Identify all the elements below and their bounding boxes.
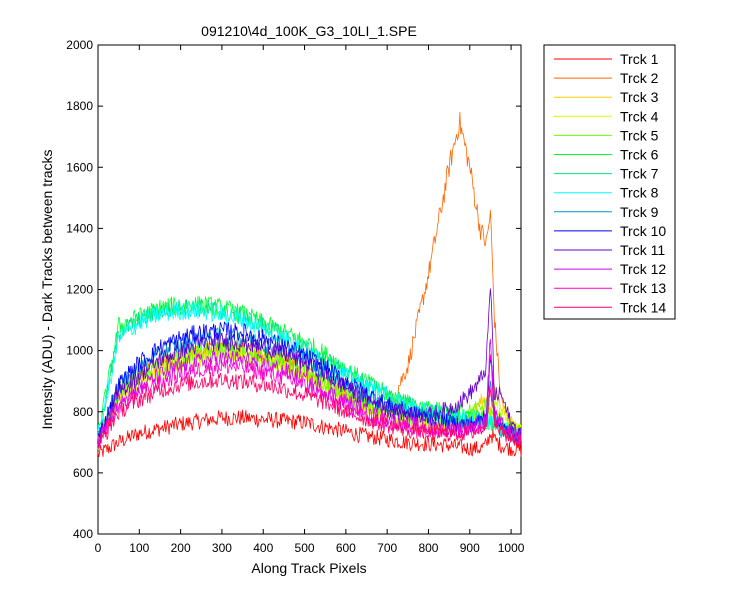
series-line-14 (97, 372, 522, 450)
y-tick-label: 400 (73, 527, 93, 541)
x-tick-label: 400 (253, 541, 273, 555)
x-tick-label: 300 (212, 541, 232, 555)
x-tick-label: 1000 (498, 541, 525, 555)
y-tick-label: 1400 (66, 221, 93, 235)
legend-label: Trck 6 (620, 147, 659, 163)
legend-label: Trck 13 (620, 280, 666, 296)
series-layer (97, 111, 522, 458)
legend-label: Trck 14 (620, 299, 666, 315)
legend-box (543, 44, 676, 320)
legend-label: Trck 4 (620, 108, 659, 124)
y-tick-label: 600 (73, 466, 93, 480)
x-tick-label: 0 (95, 541, 102, 555)
legend-label: Trck 11 (620, 242, 665, 258)
y-tick-label: 800 (73, 405, 93, 419)
y-tick-label: 1800 (66, 99, 93, 113)
legend-label: Trck 5 (620, 127, 659, 143)
x-tick-label: 800 (418, 541, 438, 555)
x-axis-label: Along Track Pixels (251, 560, 366, 576)
series-line-1 (97, 409, 522, 458)
y-tick-label: 2000 (66, 38, 93, 52)
series-line-4 (97, 344, 522, 450)
legend-label: Trck 12 (620, 261, 666, 277)
x-tick-label: 700 (377, 541, 397, 555)
legend-label: Trck 7 (620, 166, 659, 182)
legend-label: Trck 8 (620, 185, 659, 201)
y-tick-label: 1000 (66, 344, 93, 358)
x-tick-label: 500 (295, 541, 315, 555)
x-tick-label: 900 (460, 541, 480, 555)
legend: Trck 1 Trck 2 Trck 3 Trck 4 Trck 5 Trck 6 Trck… (543, 44, 676, 320)
x-tick-label: 100 (129, 541, 149, 555)
y-tick-label: 1600 (66, 160, 93, 174)
x-tick-label: 200 (171, 541, 191, 555)
y-tick-label: 1200 (66, 283, 93, 297)
plot-area (97, 44, 522, 535)
legend-label: Trck 9 (620, 204, 659, 220)
axis-layer: 0 100 200 300 400 500 600 700 800 900 1000 400 600 80… (66, 38, 524, 555)
series-line-9 (97, 327, 522, 445)
legend-label: Trck 3 (620, 89, 659, 105)
series-line-11 (97, 288, 522, 447)
series-line-10 (97, 321, 522, 444)
x-tick-label: 600 (336, 541, 356, 555)
chart-title: 091210\4d_100K_G3_10LI_1.SPE (201, 23, 417, 39)
legend-label: Trck 1 (620, 51, 659, 67)
legend-label: Trck 10 (620, 223, 666, 239)
y-axis-label: Intensity (ADU) - Dark Tracks between tr… (39, 149, 55, 429)
legend-label: Trck 2 (620, 70, 659, 86)
legend-entries: Trck 1 Trck 2 Trck 3 Trck 4 Trck 5 Trck 6 Trck… (554, 51, 666, 315)
